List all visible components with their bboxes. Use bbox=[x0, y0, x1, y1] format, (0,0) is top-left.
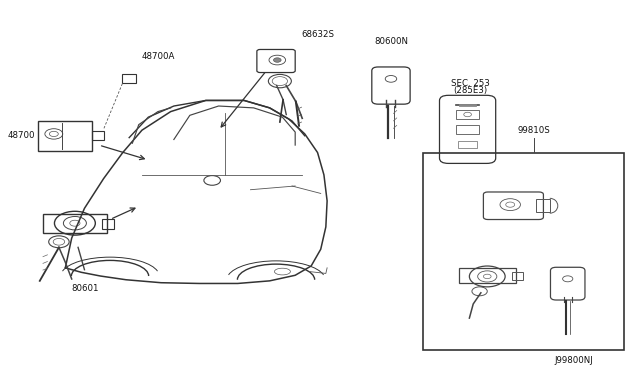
Bar bbox=[122, 74, 136, 83]
Text: 80601: 80601 bbox=[72, 284, 99, 293]
Bar bbox=[92, 131, 104, 140]
Text: 68632S: 68632S bbox=[301, 30, 335, 39]
Bar bbox=[458, 268, 516, 283]
Bar bbox=[536, 199, 550, 212]
Text: SEC. 253: SEC. 253 bbox=[451, 79, 490, 88]
Bar bbox=[511, 272, 523, 280]
Text: 48700A: 48700A bbox=[142, 52, 175, 61]
Bar bbox=[423, 153, 624, 350]
Bar bbox=[456, 110, 479, 119]
Bar bbox=[43, 214, 107, 232]
Text: 48700: 48700 bbox=[8, 131, 35, 140]
Bar bbox=[38, 121, 92, 151]
Text: J99800NJ: J99800NJ bbox=[554, 356, 593, 365]
Text: 99810S: 99810S bbox=[517, 126, 550, 135]
Circle shape bbox=[273, 58, 281, 62]
Text: (285E3): (285E3) bbox=[454, 86, 488, 95]
Bar bbox=[456, 125, 479, 134]
Bar bbox=[102, 219, 115, 229]
Text: 80600N: 80600N bbox=[374, 37, 408, 46]
Bar bbox=[458, 141, 477, 148]
